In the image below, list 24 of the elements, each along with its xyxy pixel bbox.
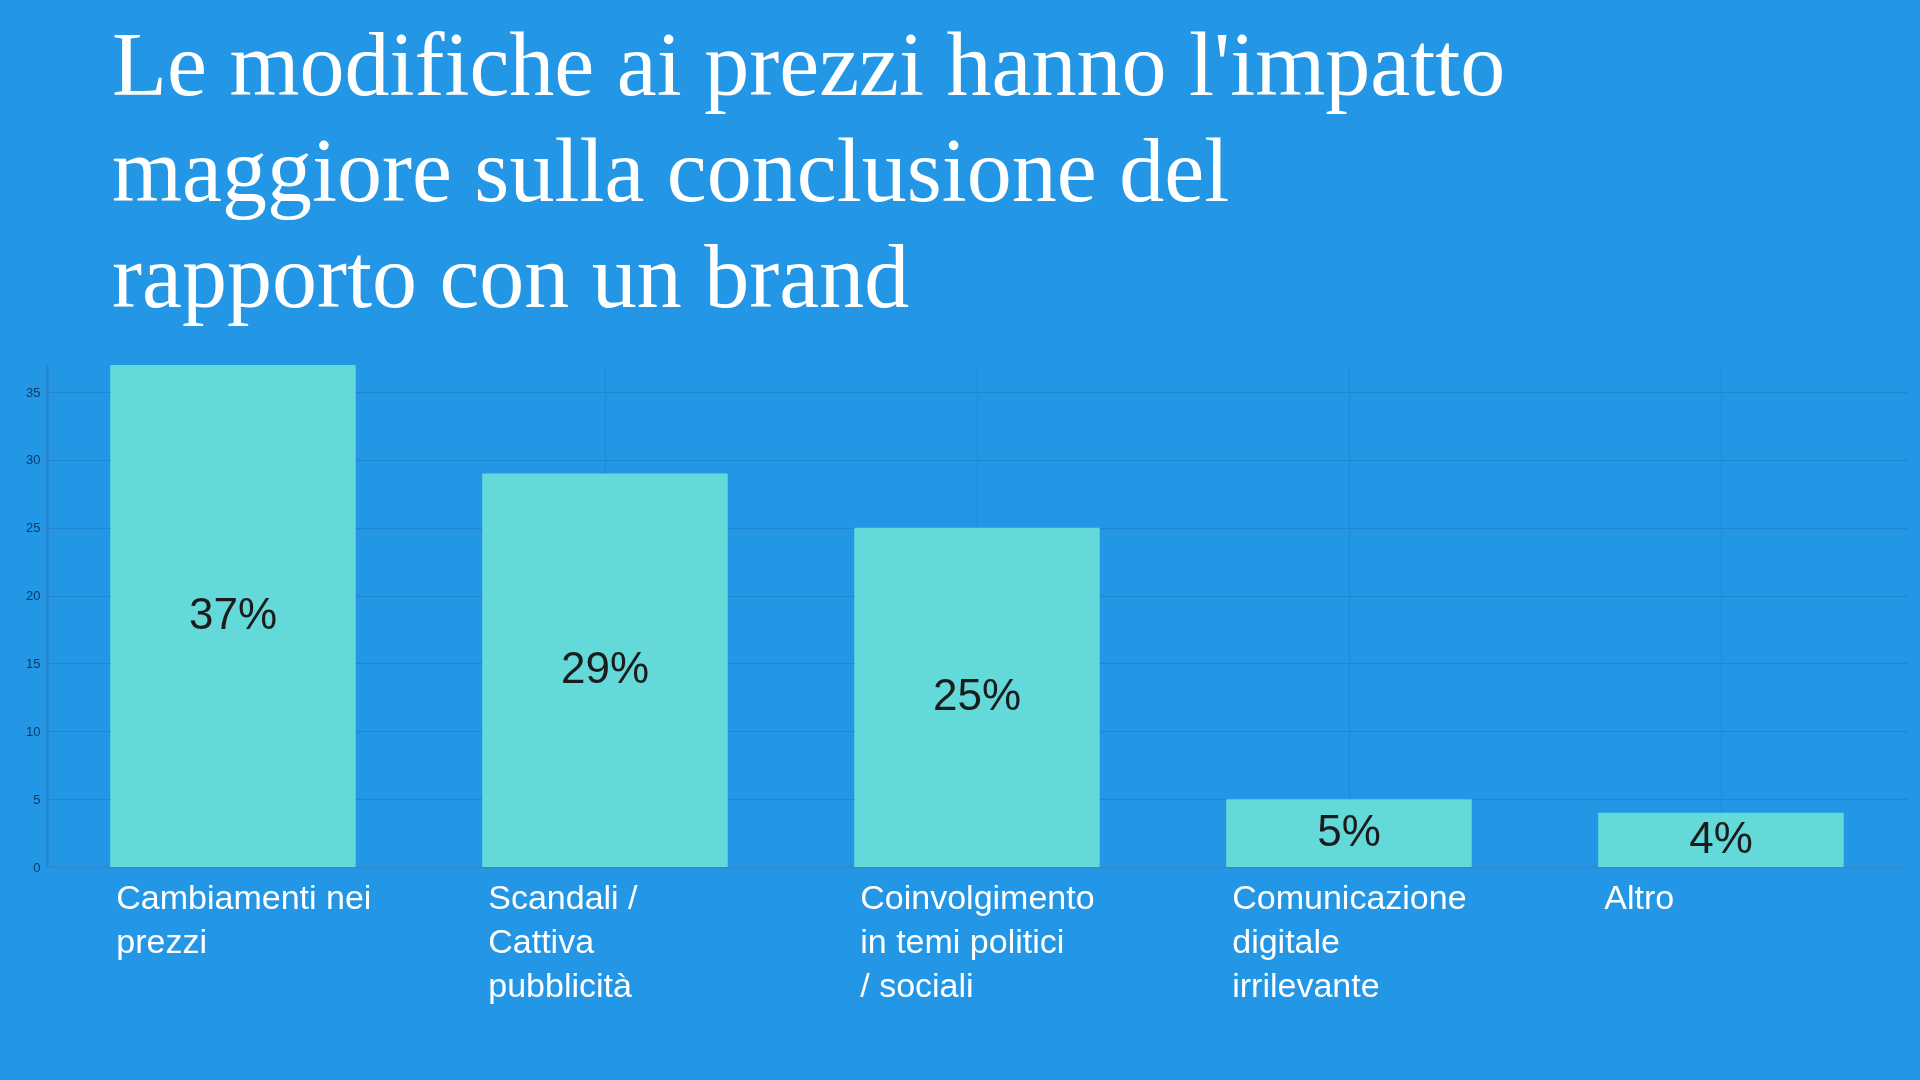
data-label: 5% <box>1317 806 1381 856</box>
y-tick-label: 30 <box>26 452 41 468</box>
x-tick-label: Altro <box>1604 877 1675 916</box>
data-label: 25% <box>932 670 1022 720</box>
y-tick-label: 5 <box>33 791 41 807</box>
x-tick-label: Scandali / Cattiva pubblicità <box>488 877 639 1004</box>
x-tick-label: Cambiamenti nei prezzi <box>116 877 372 960</box>
chart-title: Le modifiche ai prezzi hanno l'impatto maggiore sulla conclusione del rapporto con un brand <box>112 14 1507 328</box>
y-tick-label: 10 <box>26 723 41 739</box>
bar <box>1598 812 1844 867</box>
bar <box>854 527 1100 867</box>
bar <box>110 365 356 867</box>
y-tick-label: 15 <box>26 655 41 671</box>
data-label: 4% <box>1689 812 1753 862</box>
data-label: 37% <box>188 589 278 638</box>
y-tick-label: 0 <box>33 859 41 875</box>
x-tick-label: Comunicazione digitale irrilevante <box>1232 877 1467 1004</box>
y-tick-label: 20 <box>26 588 41 604</box>
data-label: 29% <box>560 643 650 693</box>
y-tick-label: 25 <box>26 520 41 536</box>
y-tick-label: 35 <box>26 384 41 400</box>
bar <box>482 473 728 867</box>
bar <box>1226 799 1472 867</box>
x-tick-label: Coinvolgimento in temi politici / sociali <box>860 877 1095 1004</box>
